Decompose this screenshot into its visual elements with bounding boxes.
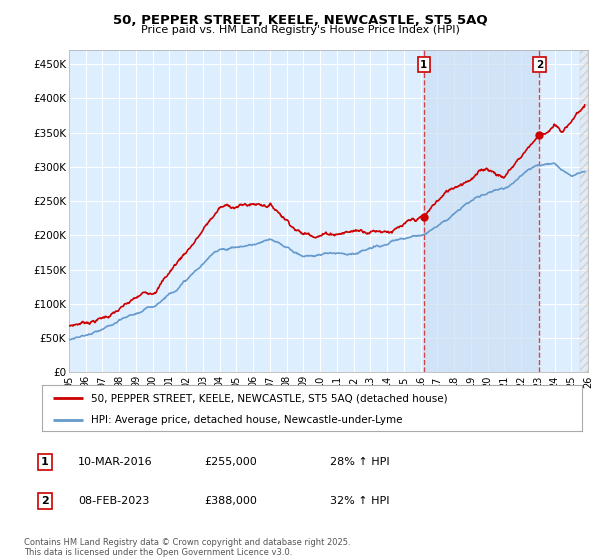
Text: 2: 2 bbox=[41, 496, 49, 506]
Text: £255,000: £255,000 bbox=[204, 457, 257, 467]
Text: 50, PEPPER STREET, KEELE, NEWCASTLE, ST5 5AQ (detached house): 50, PEPPER STREET, KEELE, NEWCASTLE, ST5… bbox=[91, 393, 447, 403]
Text: 10-MAR-2016: 10-MAR-2016 bbox=[78, 457, 152, 467]
Bar bbox=[580, 50, 588, 372]
Text: Contains HM Land Registry data © Crown copyright and database right 2025.
This d: Contains HM Land Registry data © Crown c… bbox=[24, 538, 350, 557]
Text: 32% ↑ HPI: 32% ↑ HPI bbox=[330, 496, 389, 506]
Bar bbox=[424, 50, 539, 372]
Text: 28% ↑ HPI: 28% ↑ HPI bbox=[330, 457, 389, 467]
Text: 2: 2 bbox=[536, 60, 543, 70]
Text: 08-FEB-2023: 08-FEB-2023 bbox=[78, 496, 149, 506]
Text: 50, PEPPER STREET, KEELE, NEWCASTLE, ST5 5AQ: 50, PEPPER STREET, KEELE, NEWCASTLE, ST5… bbox=[113, 14, 487, 27]
Text: 1: 1 bbox=[41, 457, 49, 467]
Text: 1: 1 bbox=[420, 60, 427, 70]
Text: HPI: Average price, detached house, Newcastle-under-Lyme: HPI: Average price, detached house, Newc… bbox=[91, 415, 402, 424]
Text: Price paid vs. HM Land Registry's House Price Index (HPI): Price paid vs. HM Land Registry's House … bbox=[140, 25, 460, 35]
Text: £388,000: £388,000 bbox=[204, 496, 257, 506]
